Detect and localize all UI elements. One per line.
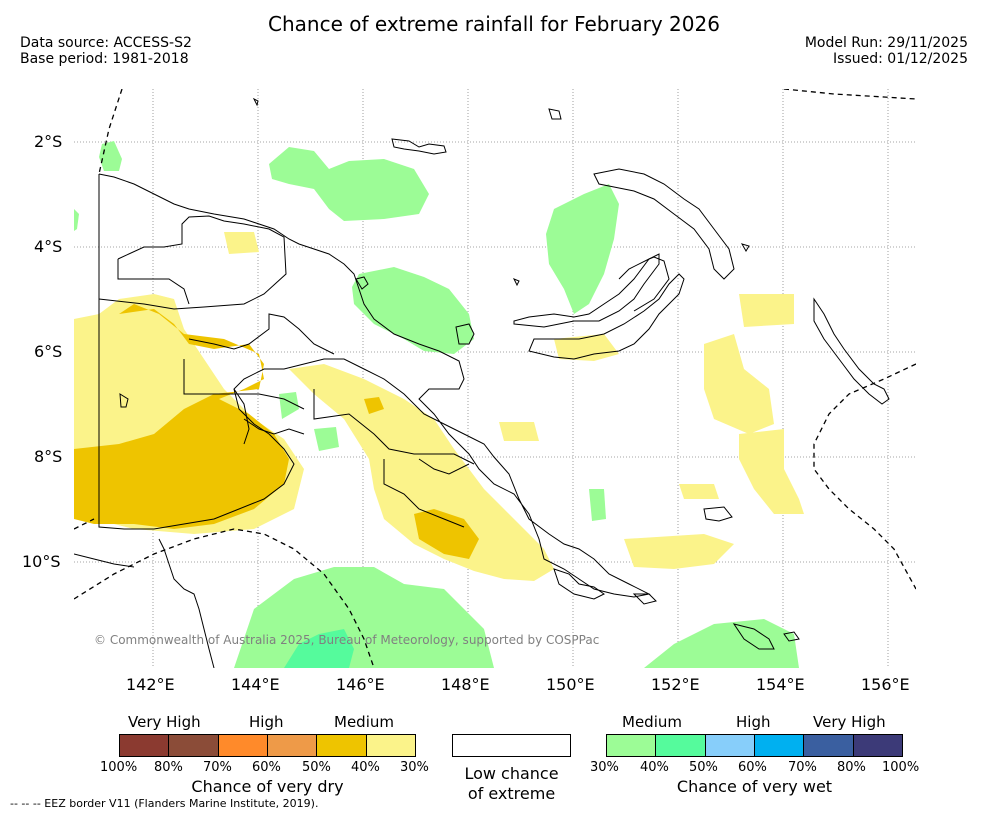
lat-label-6s: 6°S bbox=[34, 342, 63, 361]
dry-swatch-3 bbox=[218, 735, 268, 756]
eez-borders bbox=[74, 89, 916, 668]
wet-medium-areas bbox=[74, 141, 799, 668]
model-run: Model Run: 29/11/2025 bbox=[804, 35, 968, 51]
wet-swatch-6 bbox=[853, 735, 902, 756]
wet-tick-60: 60% bbox=[738, 760, 767, 775]
dry-tick-100: 100% bbox=[100, 760, 138, 775]
map-title: Chance of extreme rainfall for February … bbox=[268, 12, 720, 36]
dry-medium-areas bbox=[74, 304, 479, 559]
wet-low-areas bbox=[284, 629, 354, 668]
dry-tick-40: 40% bbox=[351, 760, 380, 775]
wet-swatch-3 bbox=[705, 735, 755, 756]
lon-label-144e: 144°E bbox=[231, 675, 280, 694]
data-info: Data source: ACCESS-S2 Base period: 1981… bbox=[20, 35, 192, 67]
wet-legend-label: Chance of very wet bbox=[676, 777, 833, 796]
lat-label-2s: 2°S bbox=[34, 132, 63, 151]
dry-swatch-6 bbox=[366, 735, 415, 756]
wet-cat-very-high: Very High bbox=[813, 713, 886, 731]
coastlines bbox=[74, 97, 890, 668]
base-period: Base period: 1981-2018 bbox=[20, 51, 189, 67]
wet-tick-40: 40% bbox=[640, 760, 669, 775]
lat-label-8s: 8°S bbox=[34, 447, 63, 466]
dry-tick-70: 70% bbox=[203, 760, 232, 775]
lon-label-152e: 152°E bbox=[651, 675, 700, 694]
eez-footnote: -- -- -- EEZ border V11 (Flanders Marine… bbox=[10, 797, 319, 810]
dry-swatch-2 bbox=[169, 735, 219, 756]
wet-tick-100: 100% bbox=[882, 760, 920, 775]
dry-tick-30: 30% bbox=[400, 760, 429, 775]
dry-cat-high: High bbox=[249, 713, 284, 731]
lat-label-4s: 4°S bbox=[34, 237, 63, 256]
copyright-notice: © Commonwealth of Australia 2025, Bureau… bbox=[94, 633, 600, 647]
wet-cat-high: High bbox=[736, 713, 771, 731]
lon-label-148e: 148°E bbox=[441, 675, 490, 694]
dry-swatch-4 bbox=[267, 735, 318, 756]
dry-swatch-1 bbox=[120, 735, 170, 756]
wet-swatch-4 bbox=[754, 735, 805, 756]
wet-swatch-1 bbox=[607, 735, 657, 756]
data-source: Data source: ACCESS-S2 bbox=[20, 35, 192, 51]
wet-cat-medium: Medium bbox=[622, 713, 682, 731]
low-chance-line2: of extreme bbox=[467, 784, 556, 803]
low-chance-line1: Low chance bbox=[464, 764, 559, 783]
low-chance-label: Low chance of extreme bbox=[440, 764, 583, 804]
lon-label-154e: 154°E bbox=[756, 675, 805, 694]
dry-swatch-5 bbox=[317, 735, 367, 756]
low-chance-swatch bbox=[452, 734, 571, 757]
rainfall-map bbox=[74, 89, 916, 668]
dry-cat-medium: Medium bbox=[334, 713, 394, 731]
dry-cat-very-high: Very High bbox=[128, 713, 201, 731]
lon-label-146e: 146°E bbox=[336, 675, 385, 694]
wet-swatch-5 bbox=[804, 735, 854, 756]
wet-colorbar bbox=[606, 734, 903, 757]
dry-colorbar bbox=[119, 734, 416, 757]
lon-label-150e: 150°E bbox=[546, 675, 595, 694]
lon-label-156e: 156°E bbox=[861, 675, 910, 694]
dry-tick-60: 60% bbox=[252, 760, 281, 775]
dry-legend-label: Chance of very dry bbox=[191, 777, 344, 796]
run-info: Model Run: 29/11/2025 Issued: 01/12/2025 bbox=[805, 35, 968, 67]
lat-label-10s: 10°S bbox=[22, 552, 61, 571]
wet-swatch-2 bbox=[656, 735, 706, 756]
wet-tick-80: 80% bbox=[837, 760, 866, 775]
wet-tick-30: 30% bbox=[590, 760, 619, 775]
dry-tick-80: 80% bbox=[154, 760, 183, 775]
issued-date: Issued: 01/12/2025 bbox=[833, 51, 968, 67]
lon-label-142e: 142°E bbox=[126, 675, 175, 694]
wet-tick-50: 50% bbox=[689, 760, 718, 775]
wet-tick-70: 70% bbox=[788, 760, 817, 775]
dry-tick-50: 50% bbox=[302, 760, 331, 775]
